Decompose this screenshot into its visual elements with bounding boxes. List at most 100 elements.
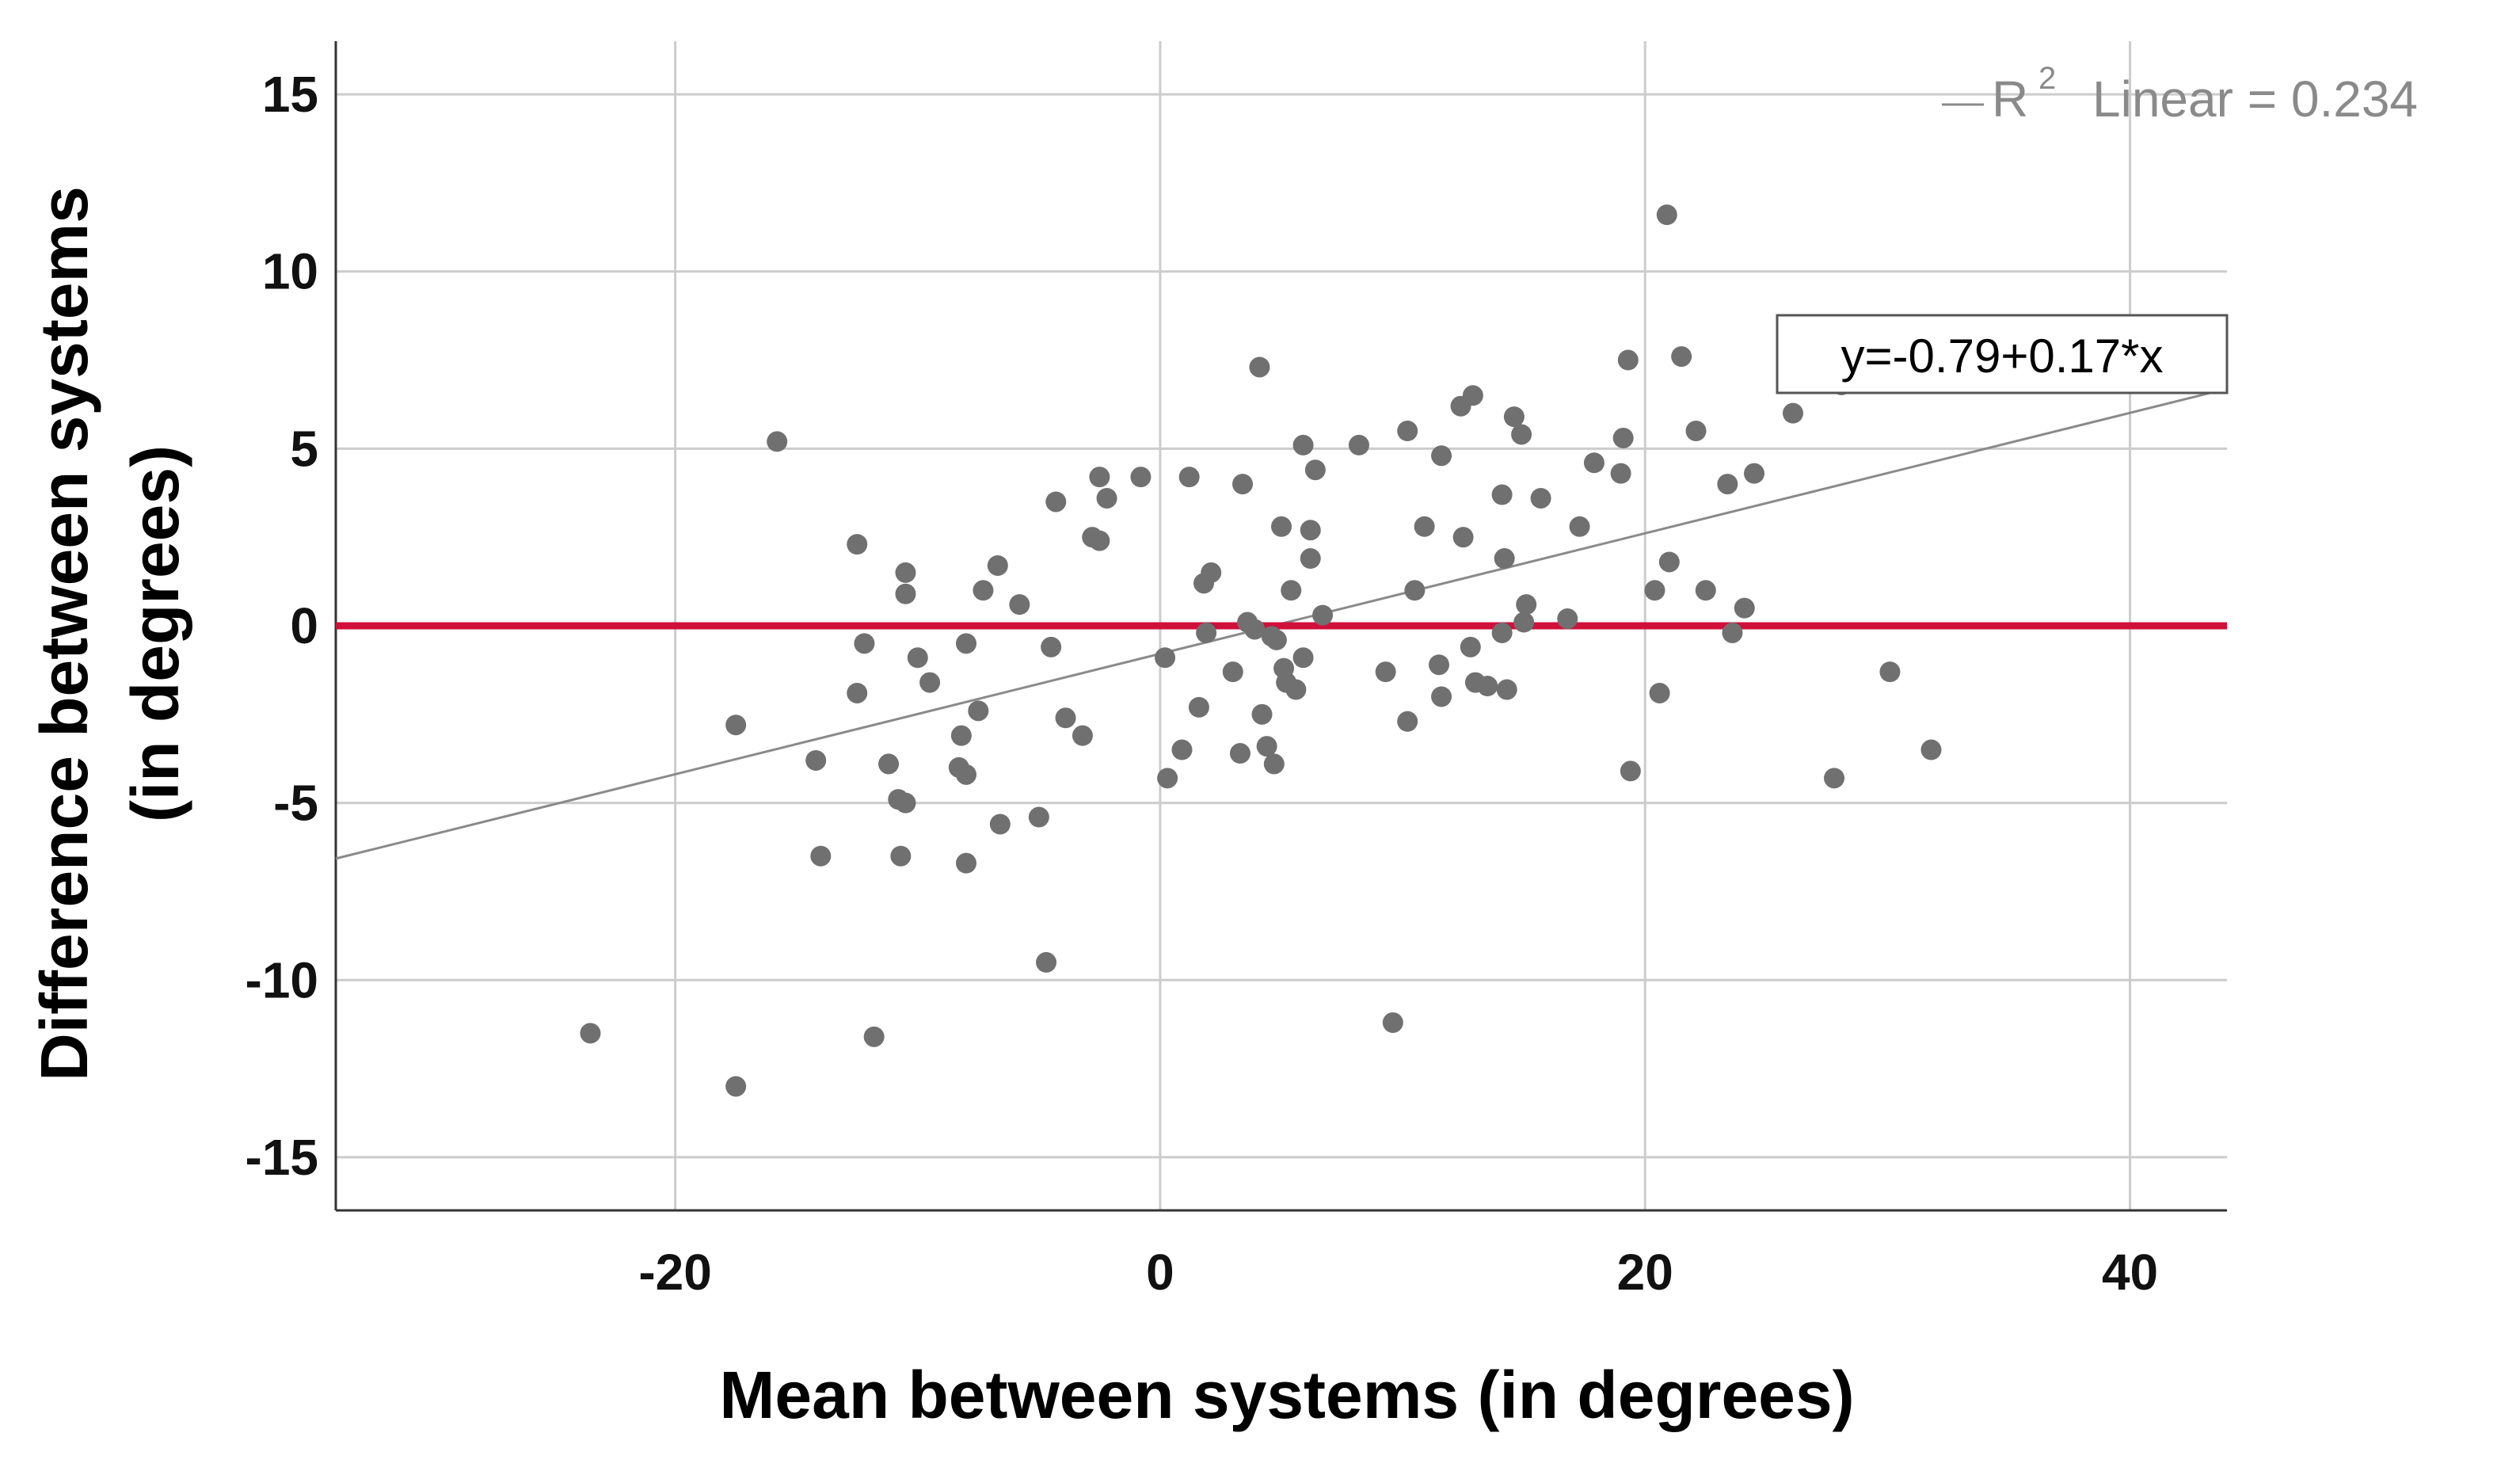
data-point (1671, 346, 1692, 368)
y-axis-title-line2: (in degrees) (118, 445, 192, 822)
data-point (1460, 636, 1481, 657)
data-point (1513, 612, 1535, 633)
data-point (847, 534, 868, 555)
data-point (919, 672, 941, 693)
data-point (1431, 445, 1452, 467)
data-point (1503, 406, 1525, 428)
data-point (1201, 562, 1222, 583)
data-point (1171, 739, 1193, 760)
data-point (1045, 491, 1067, 513)
data-point (1072, 725, 1093, 746)
x-tick-label: -20 (638, 1244, 712, 1301)
data-point (863, 1026, 885, 1047)
data-point (1130, 467, 1152, 488)
data-point (1429, 654, 1449, 676)
data-point (1920, 739, 1942, 760)
data-point (1266, 629, 1287, 650)
data-point (1041, 636, 1062, 657)
fit-equation-label: y=-0.79+0.17*x (1841, 330, 2164, 383)
x-tick-label: 40 (2102, 1244, 2158, 1301)
data-point (1096, 487, 1117, 509)
data-point (956, 633, 976, 654)
r2-annotation: R 2 Linear = 0.234 (1992, 61, 2418, 128)
data-point (950, 725, 972, 746)
data-point (1348, 434, 1369, 455)
data-point (1734, 597, 1755, 619)
data-point (1569, 516, 1590, 537)
data-point (895, 792, 916, 814)
data-point (1431, 686, 1452, 707)
data-point (1685, 421, 1707, 441)
data-point (956, 764, 976, 785)
data-point (1089, 530, 1110, 551)
data-point (1404, 580, 1426, 601)
data-point (1382, 1012, 1403, 1033)
data-point (1300, 548, 1321, 570)
data-point (895, 562, 916, 583)
data-point (1620, 760, 1641, 782)
data-point (1256, 736, 1277, 757)
fit-equation-box: y=-0.79+0.17*x (1776, 314, 2229, 394)
data-point (1271, 516, 1292, 537)
tick-labels: -20 0 20 40 -15 -10 -5 0 5 10 15 (246, 66, 2159, 1301)
data-point (895, 583, 916, 604)
data-point (878, 753, 900, 775)
data-point (1644, 580, 1665, 601)
data-point (1222, 661, 1243, 683)
r2-superscript: 2 (2038, 61, 2056, 96)
data-point (973, 580, 994, 601)
data-point (1292, 434, 1314, 455)
data-point (1281, 580, 1302, 601)
data-point (1300, 520, 1321, 541)
data-point (1232, 474, 1254, 495)
data-point (1530, 487, 1551, 509)
data-point (580, 1023, 601, 1044)
data-point (810, 845, 832, 867)
data-point (1557, 608, 1578, 630)
data-point (1610, 463, 1631, 484)
data-point (1292, 647, 1314, 669)
data-point (1516, 594, 1537, 615)
data-point (1782, 402, 1803, 424)
data-point (890, 845, 912, 867)
data-point (1491, 484, 1513, 505)
data-point (1055, 707, 1076, 729)
data-point (854, 633, 875, 654)
data-point (1722, 622, 1743, 643)
y-tick-label: -15 (246, 1129, 319, 1186)
y-tick-label: 0 (290, 597, 318, 654)
data-point (1263, 753, 1285, 775)
y-tick-label: -10 (246, 951, 319, 1008)
data-point (1717, 474, 1738, 495)
data-point (1089, 467, 1110, 488)
data-point (989, 814, 1011, 835)
data-point (987, 554, 1008, 576)
data-point (1178, 467, 1200, 488)
data-point (1397, 711, 1418, 732)
data-point (956, 852, 976, 874)
data-point (1452, 527, 1474, 548)
r2-value: Linear = 0.234 (2092, 71, 2418, 128)
data-point (1251, 703, 1273, 725)
data-point (1477, 676, 1498, 697)
data-point (1658, 551, 1680, 573)
data-point (1244, 619, 1266, 640)
data-point (725, 1076, 747, 1097)
data-point (1249, 356, 1270, 378)
data-point (1617, 349, 1639, 371)
data-point (1036, 951, 1057, 973)
data-point (1494, 548, 1515, 570)
x-axis-title: Mean between systems (in degrees) (719, 1358, 1854, 1432)
data-point (1229, 743, 1250, 764)
data-point (907, 647, 928, 669)
data-point (1028, 806, 1049, 828)
points-group (580, 204, 1942, 1097)
data-point (1491, 622, 1513, 643)
data-point (1414, 516, 1435, 537)
data-point (805, 749, 827, 771)
data-point (725, 715, 747, 736)
data-point (1744, 463, 1764, 484)
data-point (968, 700, 989, 722)
